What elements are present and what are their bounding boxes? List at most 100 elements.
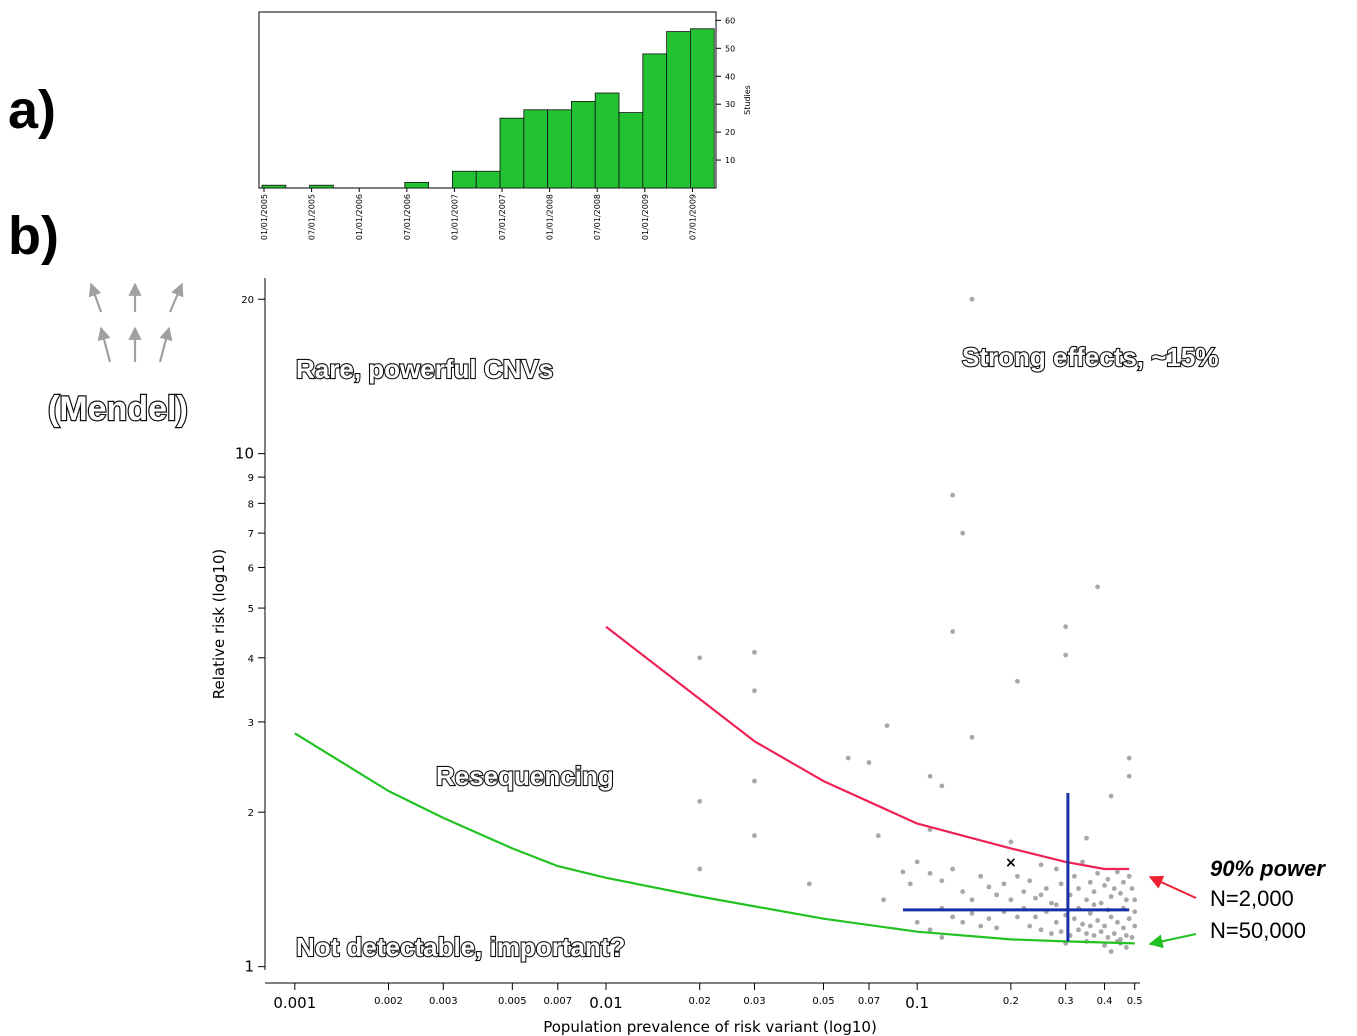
histogram-y-tick-label: 10 bbox=[725, 156, 735, 165]
histogram-x-tick-label: 07/01/2009 bbox=[688, 194, 697, 240]
scatter-y-tick-label: 5 bbox=[248, 604, 254, 615]
legend-n-50000: N=50,000 bbox=[1210, 918, 1306, 943]
data-point bbox=[1076, 927, 1081, 933]
histogram-bar bbox=[666, 31, 691, 189]
data-point bbox=[950, 914, 956, 920]
scatter-x-tick-label: 0.01 bbox=[589, 994, 622, 1012]
data-point bbox=[994, 925, 1000, 931]
data-point bbox=[845, 755, 851, 761]
histogram-chart: 10 20 30 40 50 60 01/01/2005 07/01/2005 01/01/2… bbox=[258, 11, 752, 240]
data-point bbox=[1043, 886, 1049, 891]
data-point bbox=[1053, 902, 1059, 908]
histogram-y-tick-label: 50 bbox=[725, 44, 735, 53]
data-point bbox=[1121, 925, 1126, 931]
scatter-y-tick-label: 7 bbox=[248, 529, 254, 540]
scatter-x-tick-label: 0.007 bbox=[543, 996, 572, 1007]
histogram-bar bbox=[404, 182, 430, 189]
scatter-y-tick-label: 20 bbox=[241, 295, 254, 306]
data-point bbox=[1071, 916, 1077, 922]
data-point bbox=[1021, 889, 1027, 895]
data-point bbox=[950, 629, 956, 634]
panel-a-label: a) bbox=[8, 80, 56, 140]
rare-cnvs-label: Rare, powerful CNVs bbox=[296, 354, 553, 384]
scatter-y-tick-label: 10 bbox=[235, 445, 254, 463]
histogram-bar bbox=[452, 170, 477, 189]
power-curve bbox=[605, 625, 1130, 871]
data-point bbox=[752, 778, 757, 784]
data-point bbox=[939, 935, 945, 940]
scatter-x-tick-label: 0.02 bbox=[689, 996, 711, 1007]
histogram-y-tick-label: 20 bbox=[725, 128, 735, 137]
data-point bbox=[697, 866, 703, 872]
scatter-x-tick-label: 0.2 bbox=[1003, 996, 1019, 1007]
data-point bbox=[1095, 918, 1101, 923]
scatter-y-tick-label: 4 bbox=[248, 654, 254, 665]
data-point bbox=[1084, 931, 1089, 936]
scatter-y-tick-label: 3 bbox=[248, 718, 254, 729]
data-point bbox=[950, 866, 956, 872]
data-point bbox=[969, 296, 975, 302]
mendel-arrows bbox=[88, 282, 184, 363]
data-point bbox=[866, 760, 872, 765]
data-point bbox=[950, 492, 956, 498]
data-point bbox=[978, 873, 984, 879]
scatter-x-tick-label: 0.003 bbox=[429, 996, 458, 1007]
data-point bbox=[1049, 931, 1054, 936]
data-point bbox=[969, 910, 975, 916]
data-point bbox=[960, 889, 966, 895]
data-point bbox=[969, 734, 975, 740]
histogram-bar bbox=[571, 100, 596, 189]
histogram-bar bbox=[309, 184, 334, 189]
data-point bbox=[927, 773, 933, 779]
histogram-x-tick-label: 07/01/2008 bbox=[593, 194, 602, 240]
data-point bbox=[1038, 862, 1044, 868]
data-point bbox=[1033, 895, 1038, 901]
power-curve bbox=[294, 732, 1135, 945]
data-point bbox=[994, 892, 1000, 898]
data-point bbox=[1095, 870, 1101, 876]
data-point bbox=[1091, 933, 1097, 938]
data-point bbox=[1080, 921, 1085, 927]
data-point bbox=[1080, 859, 1085, 865]
data-point bbox=[914, 859, 920, 865]
green-arrow bbox=[1148, 933, 1197, 949]
data-point bbox=[1126, 916, 1132, 922]
scatter-y-tick-label: 6 bbox=[248, 563, 254, 574]
scatter-chart: 1 2 3 4 5 6 7 8 9 10 20 0.001 0.002 0.003 0.005 0.007 0… bbox=[210, 278, 1143, 1036]
data-point bbox=[1123, 933, 1129, 938]
data-point bbox=[960, 919, 966, 925]
histogram-x-tick-label: 01/01/2007 bbox=[450, 194, 459, 240]
data-point bbox=[907, 881, 913, 887]
data-point bbox=[1053, 919, 1059, 925]
histogram-y-tick-label: 30 bbox=[725, 100, 735, 109]
arrow-up-right-upper bbox=[168, 282, 184, 313]
histogram-y-label: Studies bbox=[743, 85, 752, 115]
scatter-x-tick-label: 0.5 bbox=[1127, 996, 1143, 1007]
data-point bbox=[1126, 873, 1132, 879]
data-point bbox=[1063, 652, 1069, 658]
histogram-x-tick-label: 01/01/2008 bbox=[546, 194, 555, 240]
data-point bbox=[1108, 949, 1114, 954]
data-point bbox=[1108, 914, 1114, 920]
data-point bbox=[881, 897, 887, 903]
data-point bbox=[1015, 914, 1020, 920]
histogram-x-tick-label: 07/01/2006 bbox=[403, 194, 412, 240]
scatter-x-tick-label: 0.1 bbox=[905, 994, 929, 1012]
histogram-bar bbox=[642, 53, 668, 189]
histogram-x-tick-label: 07/01/2005 bbox=[308, 194, 317, 240]
legend-title: 90% power bbox=[1210, 856, 1326, 881]
scatter-y-label: Relative risk (log10) bbox=[210, 549, 228, 700]
data-point bbox=[1087, 923, 1093, 929]
data-point bbox=[697, 798, 703, 804]
data-point bbox=[1108, 793, 1114, 799]
scatter-y-tick-label: 8 bbox=[248, 499, 254, 510]
data-point bbox=[1123, 945, 1129, 950]
data-point bbox=[884, 723, 890, 729]
data-point bbox=[1126, 773, 1132, 779]
scatter-y-tick-label: 2 bbox=[248, 808, 254, 819]
strong-effects-label: Strong effects, ~15% bbox=[962, 342, 1218, 372]
mendel-label: (Mendel) bbox=[48, 390, 188, 428]
data-point bbox=[1033, 914, 1038, 920]
highlight-marker: × bbox=[1005, 855, 1017, 871]
data-point bbox=[1015, 873, 1020, 879]
